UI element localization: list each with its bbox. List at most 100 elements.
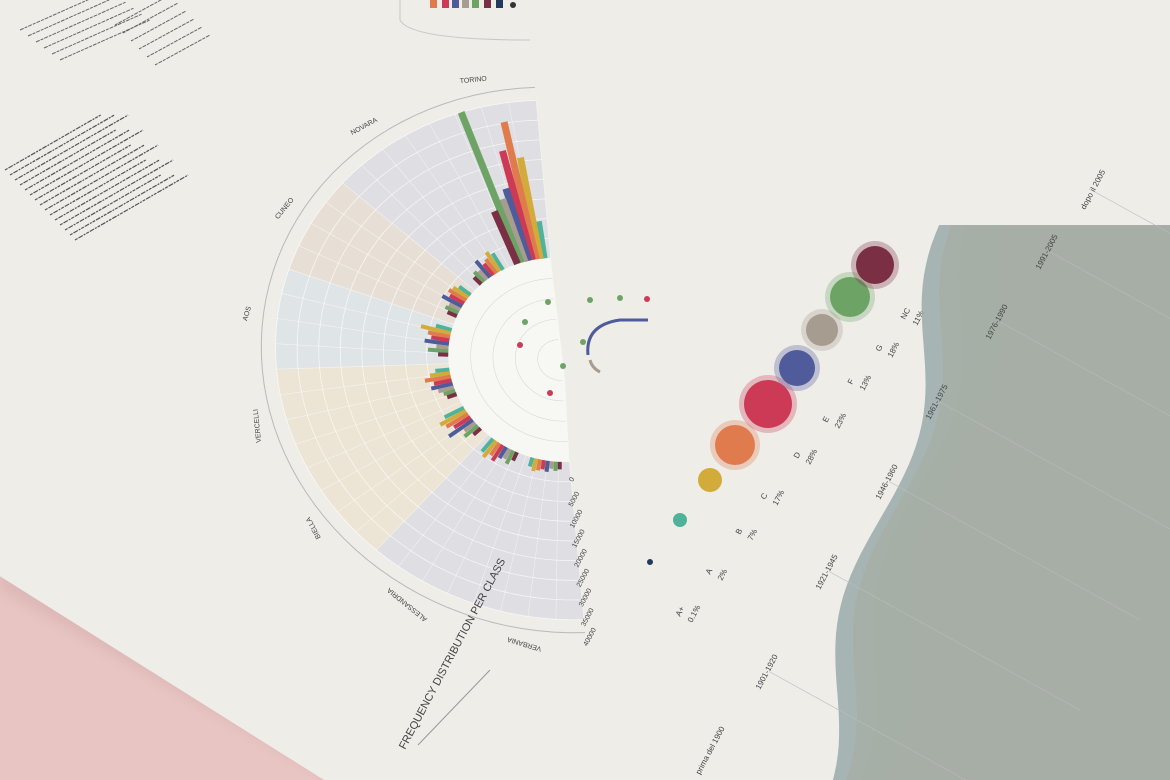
class-label: B — [734, 527, 744, 536]
paragraph-line — [24, 129, 130, 191]
class-label: D — [792, 450, 803, 460]
radial-bar — [544, 460, 550, 473]
inner-ring — [492, 298, 566, 422]
class-circle — [806, 314, 838, 346]
radial-sector — [307, 402, 488, 551]
radial-sector — [473, 455, 584, 620]
radial-gridline — [361, 164, 483, 284]
radial-bar — [429, 371, 451, 378]
period-gridline — [889, 481, 1141, 621]
paragraph-line — [51, 13, 143, 55]
period-gridline — [769, 671, 1021, 780]
radial-bar — [436, 344, 449, 350]
radial-bar — [441, 294, 463, 309]
paragraph-text — [4, 114, 189, 241]
radial-bar — [420, 324, 452, 336]
class-label: E — [821, 415, 831, 424]
radial-gridline — [429, 123, 509, 268]
inner-dot — [517, 342, 523, 348]
radial-bar — [527, 457, 535, 467]
radial-bar — [453, 415, 472, 430]
class-label: A — [704, 566, 715, 576]
radial-bar — [499, 149, 536, 261]
radial-bar — [430, 381, 454, 391]
class-circle — [830, 277, 870, 317]
paragraph-line — [44, 144, 159, 211]
radial-bar — [472, 426, 483, 437]
radial-bar — [499, 197, 529, 263]
radial-gridline — [286, 383, 453, 420]
radial-gridline — [535, 100, 551, 259]
radial-bar — [482, 262, 495, 277]
paragraph-line — [19, 129, 116, 186]
radial-bar — [535, 459, 543, 471]
radial-bar — [472, 270, 486, 284]
paragraph-line — [74, 174, 189, 241]
radial-bar — [424, 338, 450, 347]
center-arc-2 — [588, 359, 601, 374]
radial-bar — [427, 347, 449, 354]
period-gridline — [829, 571, 1081, 711]
radial-gridline — [276, 363, 449, 370]
legend-swatch — [484, 0, 491, 8]
radial-gridline — [569, 461, 585, 620]
class-circle — [779, 350, 815, 386]
radial-gridline — [275, 343, 449, 354]
radial-bar — [439, 409, 467, 427]
radial-bar — [463, 424, 480, 438]
radial-bar — [489, 441, 502, 457]
inner-dot — [644, 296, 650, 302]
inner-dot — [587, 297, 593, 303]
paragraph-line — [43, 7, 135, 49]
paragraph-line — [27, 0, 119, 37]
class-circle — [715, 425, 755, 465]
inner-ring — [470, 278, 568, 442]
paragraph-line — [122, 2, 179, 34]
center-arc — [586, 318, 648, 356]
paragraph-line — [9, 114, 115, 176]
radial-bar — [433, 378, 453, 386]
radial-bar — [511, 451, 519, 462]
radial-gridline — [376, 434, 489, 551]
paragraph-line — [54, 159, 160, 221]
radial-bar — [452, 285, 470, 300]
paragraph-line — [64, 174, 161, 231]
city-label: AOS — [242, 305, 253, 321]
paragraph-line — [130, 10, 187, 42]
radial-gridline — [298, 245, 458, 316]
inner-dot — [580, 339, 586, 345]
inner-dot — [617, 295, 623, 301]
paragraph-line — [69, 174, 175, 236]
radial-gridline — [295, 392, 457, 445]
radial-bar — [463, 421, 477, 433]
radial-bar — [502, 187, 533, 262]
radial-bar — [500, 121, 540, 261]
inner-dot — [522, 319, 528, 325]
radial-gridline — [307, 402, 461, 469]
radial-bar — [446, 392, 458, 400]
radial-bar — [484, 258, 498, 275]
radial-bar — [474, 259, 492, 279]
radial-bar — [516, 156, 544, 260]
radial-bar — [424, 374, 452, 383]
radial-bar — [491, 209, 521, 266]
class-circle — [647, 559, 653, 565]
city-label: VERCELLI — [253, 409, 263, 443]
radial-bar — [435, 367, 450, 373]
radial-bar — [448, 302, 462, 312]
legend-swatches-icon — [430, 0, 516, 8]
city-label: TORINO — [459, 75, 487, 85]
radial-outer-arc — [260, 86, 586, 634]
radial-bar — [540, 459, 546, 470]
radial-sector — [376, 434, 527, 604]
radial-gridline — [355, 427, 481, 533]
legend-swatch — [496, 0, 503, 8]
class-circle — [698, 468, 722, 492]
radial-sector — [342, 123, 509, 291]
radial-bar — [444, 305, 460, 315]
radial-gridline — [288, 268, 454, 325]
radial-gridline — [325, 202, 469, 299]
radial-bar — [446, 310, 458, 319]
radial-gridline — [500, 458, 537, 612]
